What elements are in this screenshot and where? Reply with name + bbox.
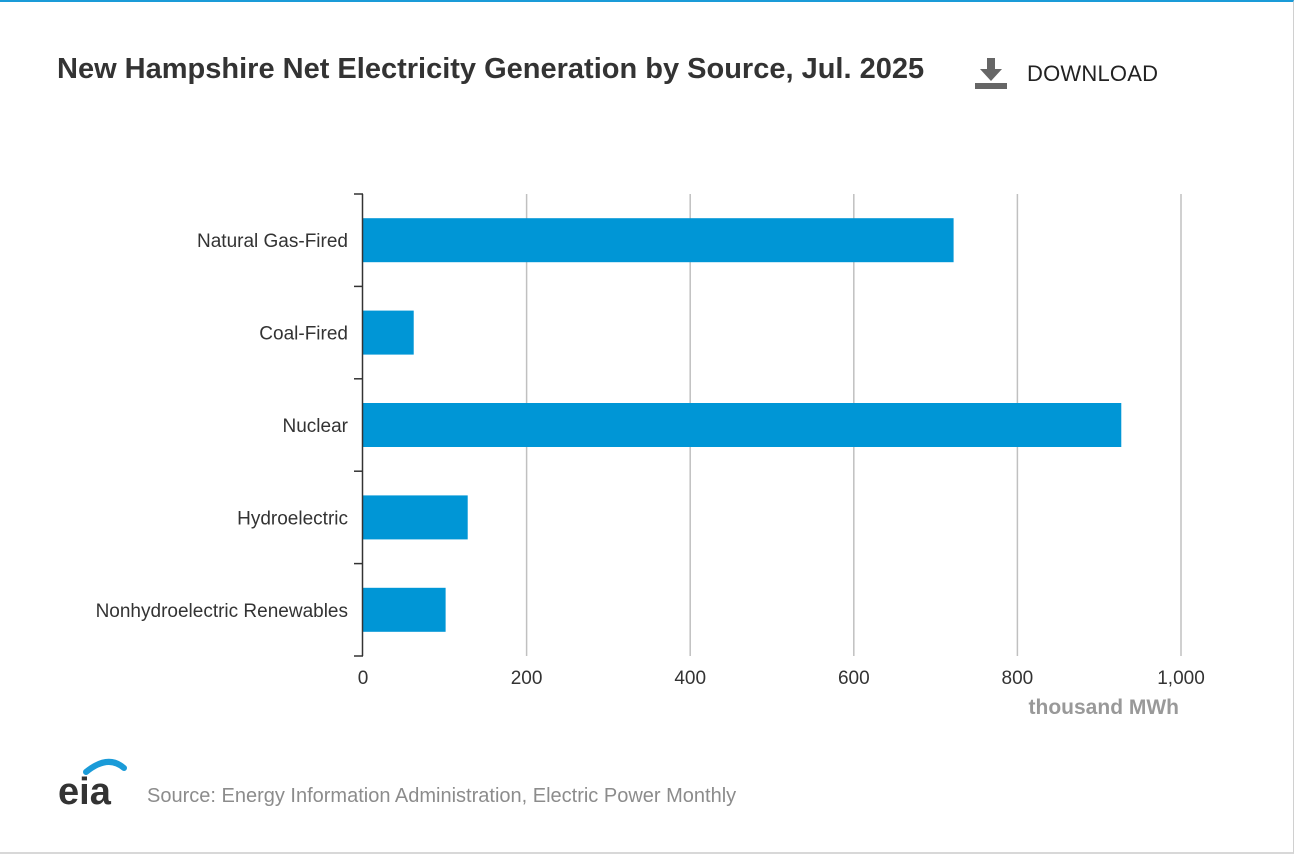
category-label: Nonhydroelectric Renewables xyxy=(96,601,348,622)
x-tick-label: 400 xyxy=(674,668,706,689)
x-axis-label: thousand MWh xyxy=(1029,696,1179,719)
x-tick-label: 1,000 xyxy=(1157,668,1205,689)
bar xyxy=(363,218,954,263)
download-icon xyxy=(975,58,1007,89)
category-label: Hydroelectric xyxy=(237,508,348,529)
category-label: Nuclear xyxy=(283,416,349,437)
download-button[interactable]: DOWNLOAD xyxy=(974,56,1158,92)
svg-text:eia: eia xyxy=(58,771,112,808)
x-tick-label: 200 xyxy=(511,668,543,689)
x-tick-label: 800 xyxy=(1002,668,1034,689)
bar xyxy=(363,495,468,540)
bar xyxy=(363,310,414,355)
bar xyxy=(363,403,1122,447)
x-tick-label: 600 xyxy=(838,668,870,689)
x-tick-label: 0 xyxy=(358,668,369,689)
eia-logo: eia xyxy=(58,759,127,808)
category-label: Coal-Fired xyxy=(259,324,348,345)
chart-title: New Hampshire Net Electricity Generation… xyxy=(57,53,925,85)
category-label: Natural Gas-Fired xyxy=(197,231,348,252)
download-label: DOWNLOAD xyxy=(1027,61,1159,86)
bar xyxy=(363,587,446,632)
source-note: Source: Energy Information Administratio… xyxy=(147,785,737,807)
